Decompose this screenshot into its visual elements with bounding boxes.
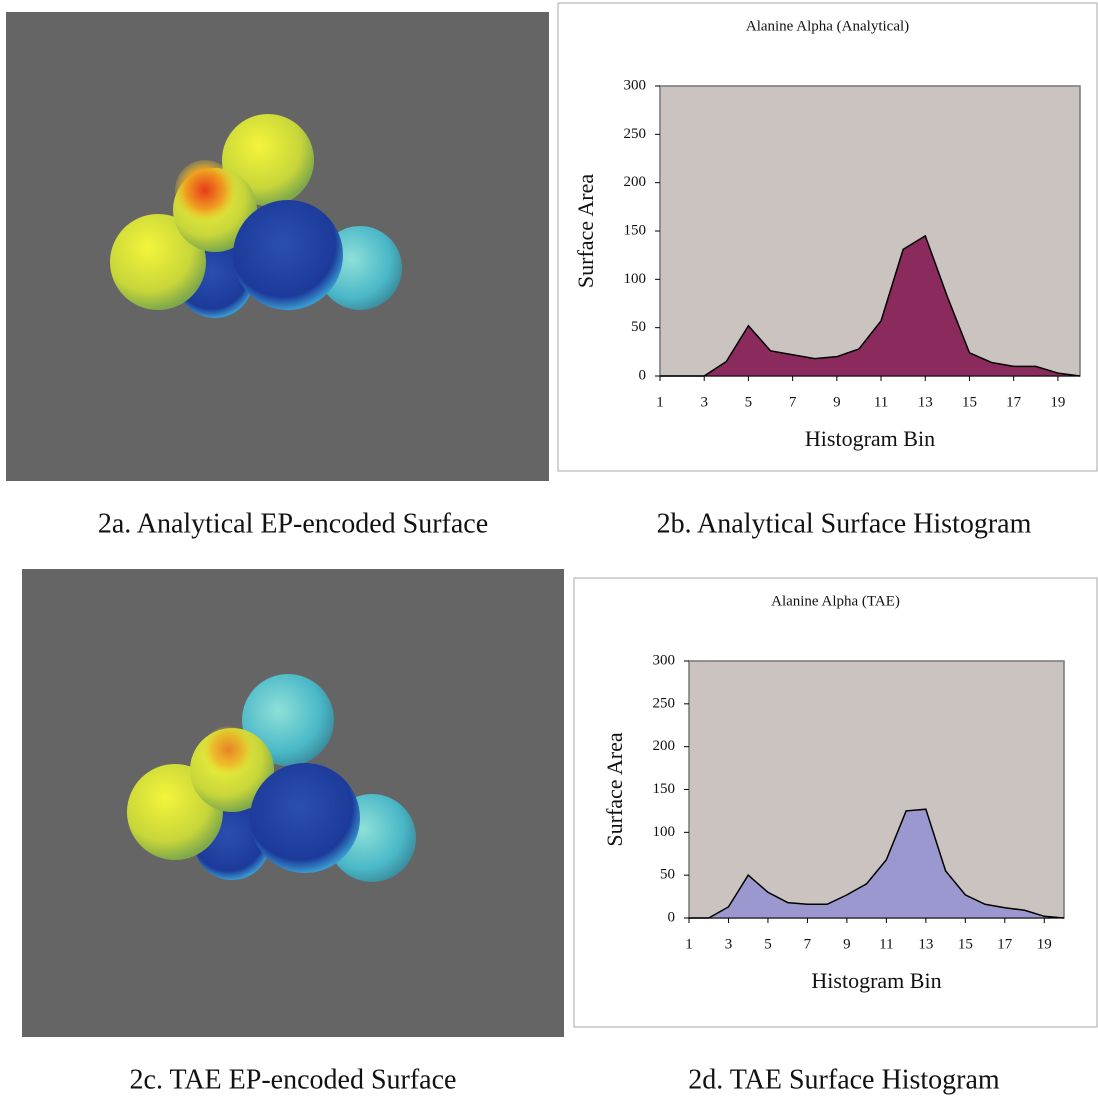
area-fill: [660, 235, 1080, 376]
x-tick-label: 7: [804, 936, 812, 952]
surface-render-c: [22, 569, 564, 1037]
plot-area: [659, 85, 1081, 377]
area: [689, 808, 1065, 919]
x-axis-label: Histogram Bin: [811, 968, 941, 993]
caption: 2b. Analytical Surface Histogram: [657, 508, 1032, 539]
x-tick-label: 11: [874, 394, 888, 410]
surface-render-a: [6, 12, 549, 481]
caption: 2d. TAE Surface Histogram: [688, 1064, 1000, 1095]
x-tick-label: 19: [1037, 936, 1052, 952]
x-tick-label: 17: [997, 936, 1013, 952]
x-axis-label: Histogram Bin: [805, 426, 935, 451]
caption: 2a. Analytical EP-encoded Surface: [98, 508, 488, 539]
y-tick-label: 200: [624, 174, 647, 190]
x-tick-label: 3: [700, 394, 708, 410]
y-tick-label: 0: [639, 367, 647, 383]
y-tick-label: 50: [631, 319, 646, 335]
x-tick-label: 7: [789, 394, 797, 410]
x-tick-label: 15: [958, 936, 973, 952]
area: [660, 234, 1081, 377]
x-tick-label: 5: [764, 936, 772, 952]
y-tick-label: 250: [653, 695, 676, 711]
y-tick-label: 150: [653, 781, 676, 797]
area-fill: [689, 809, 1064, 918]
chart-title: Alanine Alpha (TAE): [771, 593, 900, 609]
x-tick-label: 13: [918, 394, 933, 410]
y-tick-label: 50: [660, 867, 675, 883]
y-axis-label: Surface Area: [602, 732, 627, 846]
x-tick-label: 19: [1050, 394, 1065, 410]
y-tick-label: 200: [653, 738, 676, 754]
x-tick-label: 13: [918, 936, 933, 952]
x-tick-label: 1: [685, 936, 693, 952]
chart-title: Alanine Alpha (Analytical): [746, 18, 909, 34]
y-tick-label: 0: [668, 909, 676, 925]
x-tick-label: 9: [843, 936, 851, 952]
x-tick-label: 3: [725, 936, 733, 952]
y-tick-label: 250: [624, 126, 647, 142]
caption: 2c. TAE EP-encoded Surface: [130, 1064, 457, 1095]
x-tick-label: 1: [656, 394, 664, 410]
x-tick-label: 5: [745, 394, 753, 410]
x-tick-label: 9: [833, 394, 841, 410]
y-tick-label: 100: [653, 824, 676, 840]
y-tick-label: 100: [624, 271, 647, 287]
y-tick-label: 150: [624, 222, 647, 238]
y-axis-label: Surface Area: [573, 174, 598, 288]
y-tick-label: 300: [653, 652, 676, 668]
y-tick-label: 300: [624, 77, 647, 93]
x-tick-label: 17: [1006, 394, 1022, 410]
x-tick-label: 15: [962, 394, 977, 410]
x-tick-label: 11: [879, 936, 893, 952]
